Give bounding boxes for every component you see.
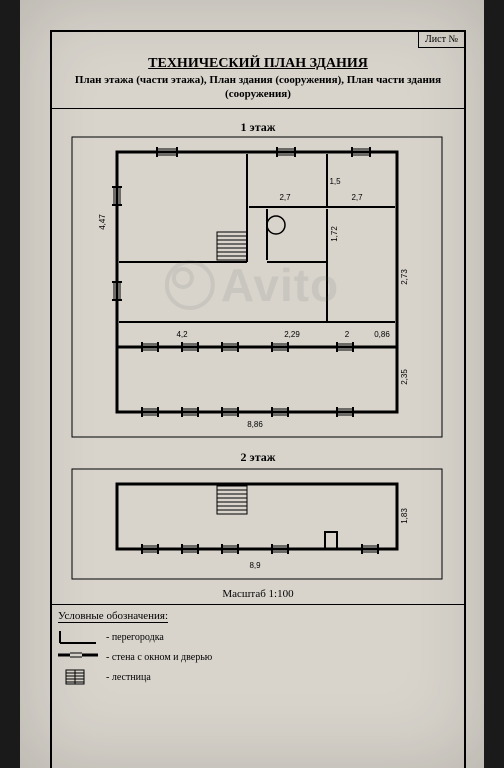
drawing-frame: Лист № ТЕХНИЧЕСКИЙ ПЛАН ЗДАНИЯ План этаж… [50,30,466,768]
legend-label: - перегородка [106,632,164,643]
legend-label: - лестница [106,672,151,683]
svg-text:4,47: 4,47 [98,214,107,230]
svg-text:1,5: 1,5 [329,177,341,186]
floor2-label: 2 этаж [241,450,276,465]
svg-text:1,83: 1,83 [400,508,409,524]
svg-text:4,2: 4,2 [176,330,188,339]
svg-text:2,7: 2,7 [279,193,291,202]
legend-symbol-stairs [58,669,98,685]
legend-title: Условные обозначения: [58,610,168,623]
legend-label: - стена с окном и дверью [106,652,212,663]
floor2-plan: 8,9 1,83 [67,464,447,584]
floor1-plan: 4,2 2,29 2 0,86 4,47 2,35 8,86 2,7 2,7 1,5 2,73 1,7… [67,132,447,442]
legend-row: - стена с окном и дверью [58,649,212,665]
legend-row: - лестница [58,669,212,685]
legend-symbol-partition [58,629,98,645]
svg-text:8,86: 8,86 [247,420,263,429]
legend: Условные обозначения: - перегородка - сте… [58,610,212,762]
svg-text:2,35: 2,35 [400,369,409,385]
document-subtitle: План этажа (части этажа), План здания (с… [54,74,462,102]
svg-text:2,73: 2,73 [400,269,409,285]
scale-label: Масштаб 1:100 [222,588,293,600]
legend-row: - перегородка [58,629,212,645]
svg-text:2,29: 2,29 [284,330,300,339]
svg-text:2,7: 2,7 [351,193,363,202]
legend-symbol-wall-opening [58,649,98,665]
svg-text:0,86: 0,86 [374,330,390,339]
svg-text:8,9: 8,9 [249,561,261,570]
paper-sheet: Лист № ТЕХНИЧЕСКИЙ ПЛАН ЗДАНИЯ План этаж… [20,0,484,768]
document-title: ТЕХНИЧЕСКИЙ ПЛАН ЗДАНИЯ [54,56,462,72]
title-block: ТЕХНИЧЕСКИЙ ПЛАН ЗДАНИЯ План этажа (част… [52,52,464,109]
divider [52,604,464,605]
svg-text:1,72: 1,72 [330,226,339,242]
sheet-number: Лист № [418,32,464,48]
svg-text:2: 2 [345,330,350,339]
